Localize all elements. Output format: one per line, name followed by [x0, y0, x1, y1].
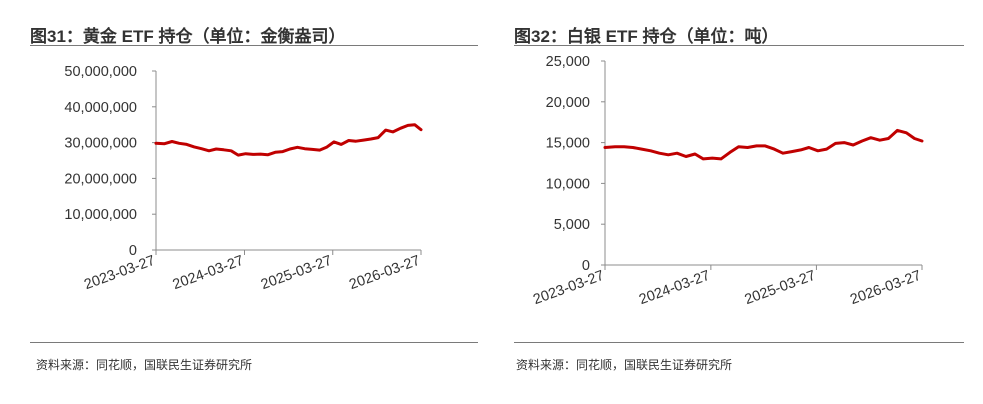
series-line	[603, 128, 924, 161]
y-tick-label: 40,000,000	[64, 100, 137, 116]
source-rule	[30, 342, 478, 343]
silver-etf-panel: 图32：白银 ETF 持仓（单位：吨） 25,000 20,000 15,000 10…	[506, 0, 983, 404]
x-tick-label: 2025-03-27	[743, 268, 818, 308]
y-tick-label: 5,000	[554, 217, 590, 233]
source-note: 资料来源：同花顺，国联民生证券研究所	[36, 358, 253, 372]
y-tick-label: 15,000	[546, 136, 590, 152]
gold-etf-chart: 50,000,000 40,000,000 30,000,000 20,000,000…	[64, 64, 423, 293]
x-tick-label: 2026-03-27	[848, 268, 923, 308]
y-tick-label: 0	[582, 258, 590, 274]
y-tick-label: 30,000,000	[64, 136, 137, 152]
x-tick-label: 2023-03-27	[82, 253, 157, 293]
y-tick-label: 20,000,000	[64, 171, 137, 187]
silver-etf-chart: 25,000 20,000 15,000 10,000 5,000 02023-03-27…	[531, 54, 924, 308]
chart-title: 图31：黄金 ETF 持仓（单位：金衡盎司）	[30, 27, 346, 46]
y-tick-label: 10,000,000	[64, 207, 137, 223]
y-tick-label: 0	[129, 243, 137, 259]
x-tick-label: 2025-03-27	[259, 253, 334, 293]
chart-title: 图32：白银 ETF 持仓（单位：吨）	[514, 27, 779, 46]
x-tick-label: 2024-03-27	[171, 253, 246, 293]
y-tick-label: 50,000,000	[64, 64, 137, 80]
title-rule	[514, 45, 964, 46]
source-note: 资料来源：同花顺，国联民生证券研究所	[516, 358, 733, 372]
x-tick-label: 2023-03-27	[531, 268, 606, 308]
x-tick-label: 2026-03-27	[347, 253, 422, 293]
x-tick-label: 2024-03-27	[637, 268, 712, 308]
y-tick-label: 10,000	[546, 176, 590, 192]
series-line	[154, 123, 423, 157]
y-tick-label: 20,000	[546, 95, 590, 111]
gold-etf-panel: 图31：黄金 ETF 持仓（单位：金衡盎司） 50,000,000 40,000,…	[0, 0, 478, 404]
y-tick-label: 25,000	[546, 54, 590, 70]
source-rule	[514, 342, 964, 343]
title-rule	[30, 45, 478, 46]
